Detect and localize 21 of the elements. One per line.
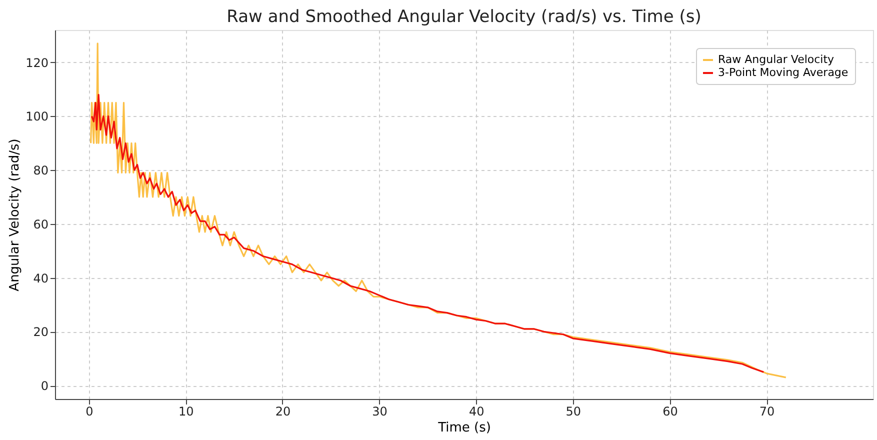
line-series (90, 94, 764, 373)
y-tick-label: 0 (40, 379, 48, 394)
x-tick-label: 70 (759, 404, 775, 418)
y-tick-label: 60 (33, 217, 48, 232)
y-tick-label: 120 (26, 56, 48, 70)
x-tick-label: 50 (566, 404, 582, 418)
legend-label: 3-Point Moving Average (718, 66, 848, 79)
y-axis-title: Angular Velocity (rad/s) (8, 138, 23, 292)
y-tick-label: 80 (33, 164, 48, 178)
y-tick-label: 100 (26, 110, 48, 124)
x-tick-label: 40 (468, 404, 484, 418)
x-tick-label: 30 (372, 404, 388, 418)
x-axis-title: Time (s) (437, 420, 491, 436)
chart-title: Raw and Smoothed Angular Velocity (rad/s) vs. Time (s) (226, 7, 702, 27)
y-tick-label: 40 (33, 271, 48, 286)
x-tick-label: 0 (86, 404, 94, 418)
legend-label: Raw Angular Velocity (718, 53, 835, 66)
x-tick-label: 20 (275, 404, 291, 418)
x-tick-label: 10 (178, 404, 194, 418)
y-tick-label: 20 (33, 325, 48, 340)
x-tick-label: 60 (662, 404, 678, 418)
